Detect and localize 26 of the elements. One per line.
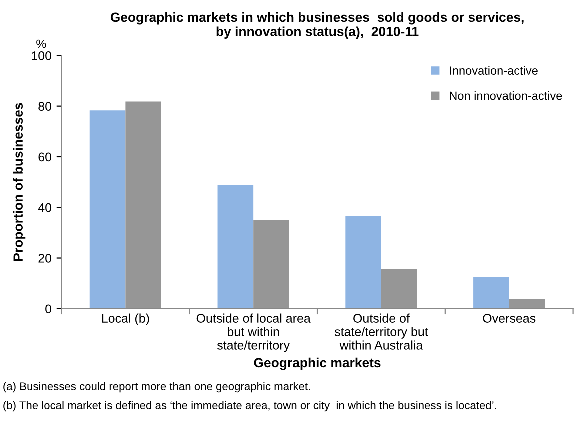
y-tick-label: 80 <box>38 102 52 111</box>
y-axis-title: Proportion of businesses <box>13 103 26 261</box>
legend-label: Non innovation-active <box>450 92 562 100</box>
bar <box>509 299 546 309</box>
x-tick-label: Overseas <box>483 314 536 323</box>
y-tick-label: 100 <box>32 52 52 60</box>
text: (b) The local market is defined as ‘the immediate area, town or city in which the business is located’. <box>4 401 496 412</box>
text: (a) Businesses could report more than one geographic market. <box>4 382 310 393</box>
legend-label: Innovation-active <box>450 66 538 75</box>
text: % <box>36 40 46 48</box>
x-axis-title: Geographic markets <box>254 358 381 370</box>
bar <box>126 102 162 309</box>
bar <box>90 110 126 309</box>
bar <box>218 185 254 309</box>
y-tick-label: 0 <box>46 304 52 314</box>
bar <box>346 216 382 309</box>
bar <box>254 220 290 309</box>
x-tick-label: Outside of state/territory but within Australia <box>334 314 428 350</box>
x-tick-label: Outside of local area but within state/territory <box>196 314 311 352</box>
chart-title: Geographic markets in which businesses sold goods or services, by innovation status(a), 2010-11 <box>110 12 524 39</box>
bar <box>474 278 510 309</box>
bar <box>381 269 418 309</box>
y-tick-label: 60 <box>38 152 52 162</box>
y-tick-label: 20 <box>38 254 52 263</box>
x-tick-label: Local (b) <box>102 314 150 326</box>
y-tick-label: 40 <box>38 203 52 212</box>
